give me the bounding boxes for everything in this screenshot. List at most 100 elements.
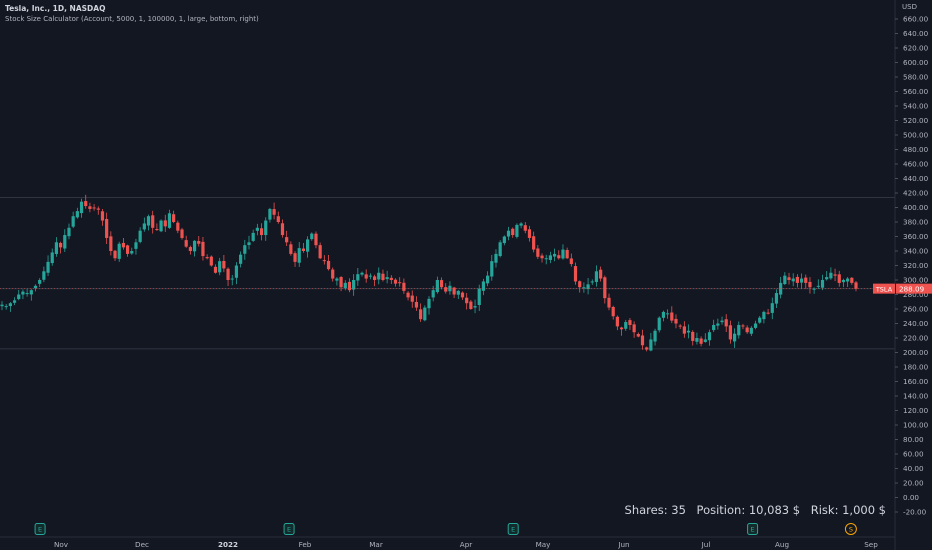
candle-body [251,232,255,241]
price-tag-text: 288.09 [899,285,925,294]
candle-body [318,245,322,259]
candle-body [46,261,50,273]
candle-body [50,252,54,264]
earnings-event-icon [34,523,46,535]
candle-body [54,242,59,254]
candle-body [619,327,624,330]
price-axis[interactable]: 660.00 640.00 620.00 600.00 580.00 560.00 540.… [894,0,929,550]
candle-body [247,242,251,246]
candle-body [213,266,218,273]
candle-body [749,327,753,334]
candle-body [728,325,733,340]
y-tick-label: 240.00 [903,319,929,328]
candle-body [540,255,544,259]
candle-body [439,280,444,288]
candle-body [808,281,812,288]
position-text: Position: 10,083 $ [696,503,801,517]
candle-body [628,320,632,325]
candle-body [465,297,469,304]
candle-body [364,274,368,279]
candle-body [410,295,414,302]
candle-body [293,253,297,262]
candle-body [389,277,393,280]
candle-body [762,311,766,320]
candle-body [532,236,536,250]
candle-body [88,206,92,209]
candle-body [833,274,837,276]
y-tick-label: 640.00 [903,29,929,38]
y-tick-label: 540.00 [903,102,929,111]
candle-body [188,247,192,251]
candle-body [414,301,419,308]
candle-body [201,241,205,257]
candle-body [33,285,38,289]
candle-body [222,260,226,269]
candle-body [268,208,272,220]
candle-body [314,233,318,246]
candle-body [770,303,774,313]
y-tick-label: 560.00 [903,87,929,96]
symbol-title[interactable]: Tesla, Inc., 1D, NASDAQ [5,4,105,13]
x-tick-label: Nov [54,540,69,549]
candle-body [297,248,301,263]
candle-body [599,269,603,279]
candle-body [377,272,381,280]
indicator-title[interactable]: Stock Size Calculator (Account, 5000, 1,… [5,15,259,23]
candle-body [423,307,427,321]
candle-body [615,316,619,327]
candle-body [75,211,79,218]
candle-body [582,287,586,289]
y-tick-label: 0.00 [903,493,919,502]
candle-body [804,277,808,283]
candle-body [632,324,636,333]
candle-body [264,220,268,236]
y-tick-label: 300.00 [903,276,929,285]
event-label: E [751,526,755,534]
candle-body [226,268,230,280]
time-axis[interactable]: Nov Dec 2022 Feb Mar Apr May Jun Jul Aug Sep [0,536,895,549]
candle-body [59,242,63,248]
y-tick-label: -20.00 [903,508,927,517]
candle-body [724,319,728,327]
candle-body [368,275,372,277]
candle-body [682,326,686,334]
candle-body [172,214,176,222]
candle-body [795,276,799,283]
candle-body [197,241,201,244]
candle-body [820,280,825,288]
candle-body [402,282,406,291]
candle-body [230,278,234,280]
candle-body [29,290,33,295]
candle-body [536,248,540,257]
candle-body [636,333,640,337]
candle-body [71,216,75,227]
y-tick-label: 660.00 [903,15,929,24]
candle-body [737,324,741,336]
candle-body [569,258,573,265]
candle-body [695,338,699,342]
event-label: S [849,526,853,534]
candle-body [130,251,134,254]
candle-body [134,242,138,249]
candle-body [783,275,787,284]
candle-body [552,253,557,257]
candle-body [79,201,84,214]
position-info-box: Shares: 35 Position: 10,083 $ Risk: 1,00… [618,503,886,517]
candle-body [100,211,105,221]
candle-body [523,225,527,231]
candle-body [846,278,850,282]
candle-body [21,291,25,295]
candle-body [481,281,486,291]
candle-body [117,243,121,259]
candle-body [645,347,649,350]
candle-body [163,220,167,227]
candle-body [125,245,130,254]
candle-body [151,215,155,228]
candle-body [38,280,42,284]
candle-body [63,235,67,249]
candle-body [12,300,17,303]
candle-body [473,306,477,308]
candle-body [699,338,703,344]
